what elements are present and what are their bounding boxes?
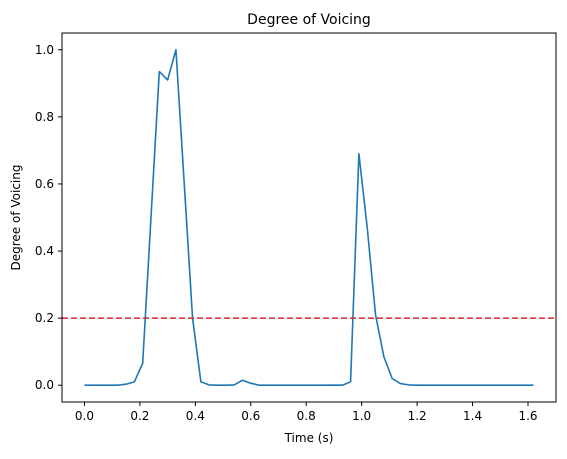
x-tick-label: 0.6	[241, 409, 260, 423]
x-axis-label: Time (s)	[284, 431, 334, 445]
x-tick-label: 0.4	[186, 409, 205, 423]
y-tick-label: 0.0	[35, 378, 54, 392]
y-tick-label: 1.0	[35, 43, 54, 57]
plot-content	[62, 48, 556, 387]
x-tick-label: 1.0	[352, 409, 371, 423]
x-axis-ticks: 0.0 0.2 0.4 0.6 0.8 1.0 1.2 1.4 1.6	[75, 402, 538, 423]
chart-title: Degree of Voicing	[247, 12, 371, 28]
x-tick-label: 0.0	[75, 409, 94, 423]
y-axis-ticks: 0.0 0.2 0.4 0.6 0.8 1.0	[35, 43, 62, 392]
x-tick-label: 0.8	[297, 409, 316, 423]
series-line-0	[84, 48, 534, 387]
x-tick-label: 0.2	[130, 409, 149, 423]
plot-frame	[61, 32, 557, 403]
y-tick-label: 0.6	[35, 177, 54, 191]
y-tick-label: 0.4	[35, 244, 54, 258]
y-axis-label: Degree of Voicing	[9, 165, 23, 271]
y-tick-label: 0.2	[35, 311, 54, 325]
x-tick-label: 1.6	[518, 409, 537, 423]
x-tick-label: 1.2	[408, 409, 427, 423]
x-tick-label: 1.4	[463, 409, 482, 423]
y-tick-label: 0.8	[35, 110, 54, 124]
